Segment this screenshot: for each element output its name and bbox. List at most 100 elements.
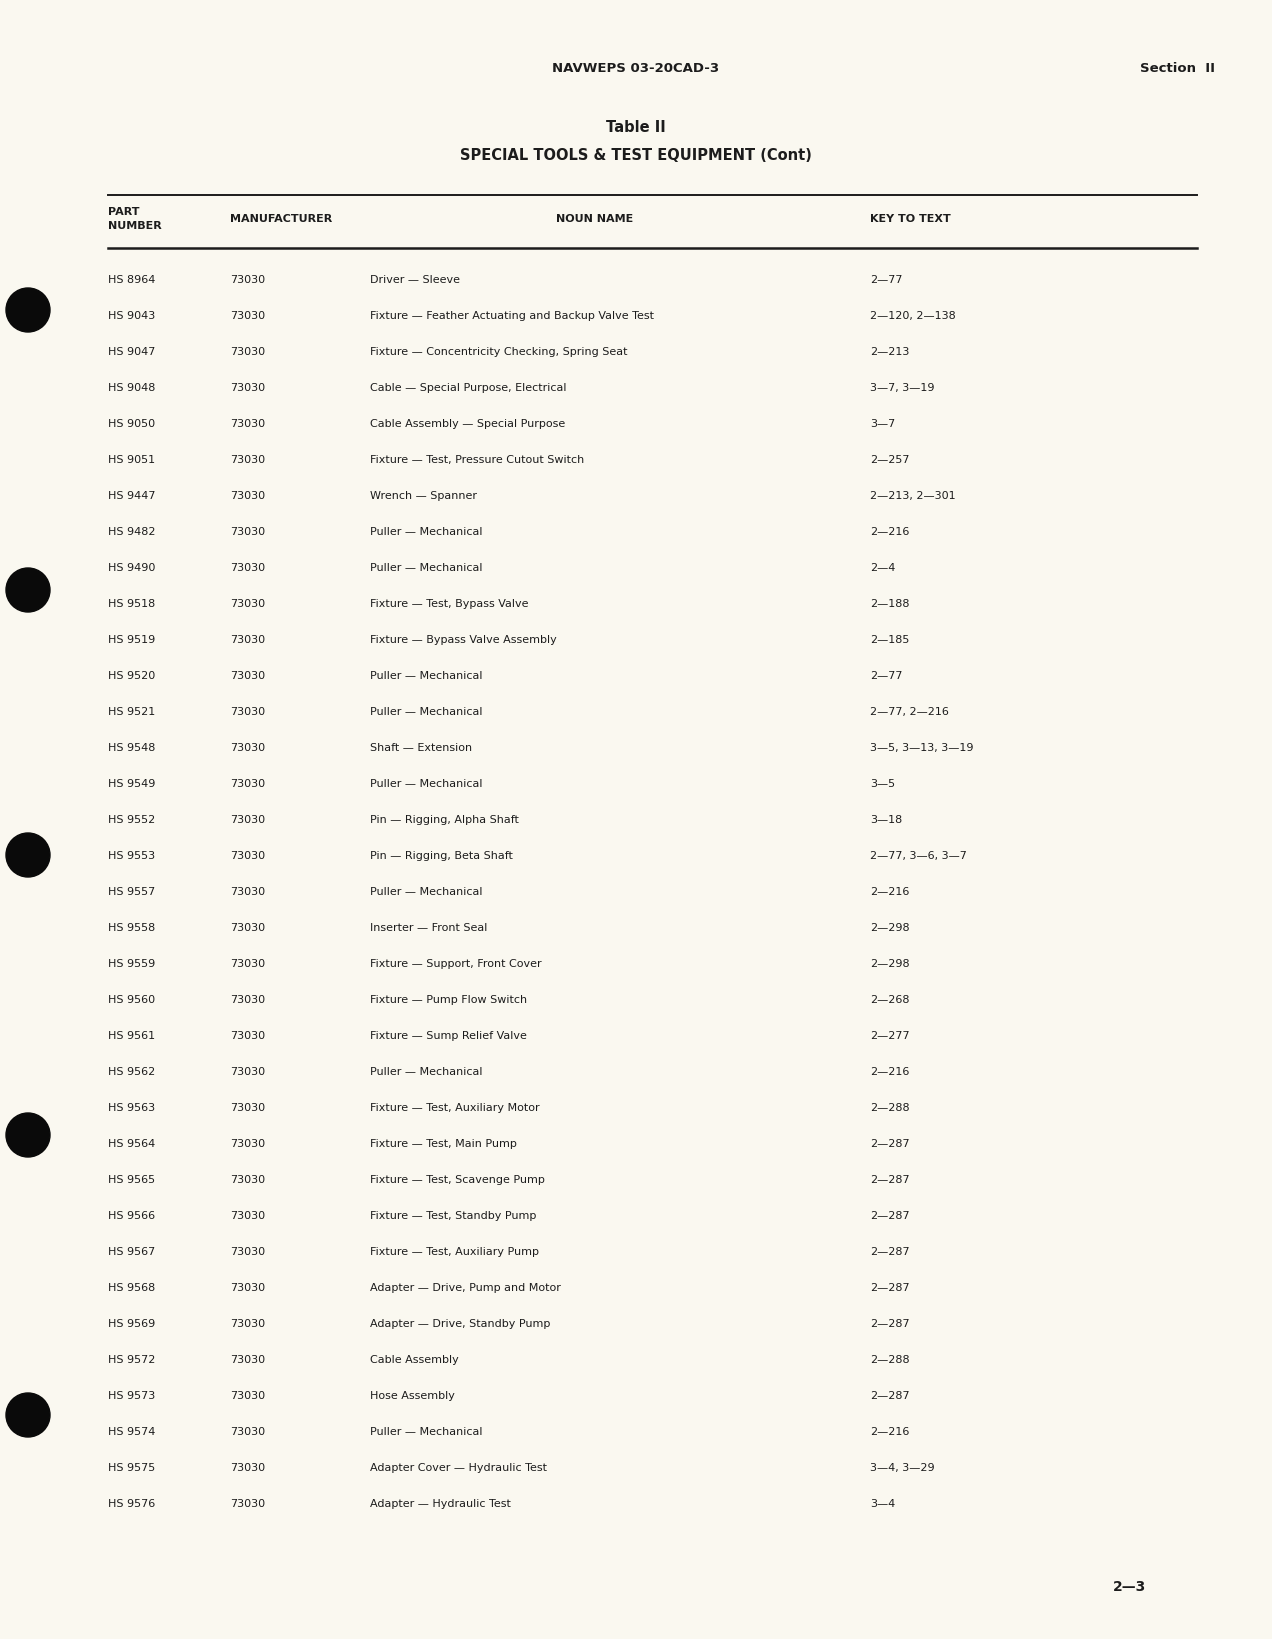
Text: Adapter — Drive, Standby Pump: Adapter — Drive, Standby Pump <box>370 1319 551 1329</box>
Text: HS 9569: HS 9569 <box>108 1319 155 1329</box>
Text: 73030: 73030 <box>230 670 265 680</box>
Text: HS 9521: HS 9521 <box>108 706 155 716</box>
Text: 73030: 73030 <box>230 528 265 538</box>
Text: 73030: 73030 <box>230 275 265 285</box>
Text: Fixture — Bypass Valve Assembly: Fixture — Bypass Valve Assembly <box>370 634 557 646</box>
Circle shape <box>6 1393 50 1437</box>
Circle shape <box>6 288 50 333</box>
Text: 73030: 73030 <box>230 456 265 465</box>
Text: Fixture — Test, Bypass Valve: Fixture — Test, Bypass Valve <box>370 598 528 610</box>
Text: HS 9574: HS 9574 <box>108 1428 155 1437</box>
Text: 73030: 73030 <box>230 995 265 1005</box>
Text: Puller — Mechanical: Puller — Mechanical <box>370 564 482 574</box>
Text: 73030: 73030 <box>230 1139 265 1149</box>
Text: HS 9563: HS 9563 <box>108 1103 155 1113</box>
Text: Pin — Rigging, Alpha Shaft: Pin — Rigging, Alpha Shaft <box>370 815 519 824</box>
Text: Fixture — Pump Flow Switch: Fixture — Pump Flow Switch <box>370 995 527 1005</box>
Text: 2—77: 2—77 <box>870 670 903 680</box>
Text: Driver — Sleeve: Driver — Sleeve <box>370 275 460 285</box>
Text: HS 9568: HS 9568 <box>108 1283 155 1293</box>
Text: HS 9573: HS 9573 <box>108 1392 155 1401</box>
Text: HS 9519: HS 9519 <box>108 634 155 646</box>
Text: Adapter — Drive, Pump and Motor: Adapter — Drive, Pump and Motor <box>370 1283 561 1293</box>
Text: 73030: 73030 <box>230 1500 265 1510</box>
Text: 73030: 73030 <box>230 311 265 321</box>
Text: Inserter — Front Seal: Inserter — Front Seal <box>370 923 487 933</box>
Text: 2—277: 2—277 <box>870 1031 909 1041</box>
Text: HS 9565: HS 9565 <box>108 1175 155 1185</box>
Text: Fixture — Test, Pressure Cutout Switch: Fixture — Test, Pressure Cutout Switch <box>370 456 584 465</box>
Text: HS 9043: HS 9043 <box>108 311 155 321</box>
Text: 73030: 73030 <box>230 564 265 574</box>
Text: 2—287: 2—287 <box>870 1175 909 1185</box>
Text: 3—5: 3—5 <box>870 779 895 788</box>
Text: 73030: 73030 <box>230 959 265 969</box>
Text: 2—213, 2—301: 2—213, 2—301 <box>870 492 955 502</box>
Text: Cable Assembly: Cable Assembly <box>370 1355 459 1365</box>
Text: PART: PART <box>108 207 140 216</box>
Text: 2—77, 2—216: 2—77, 2—216 <box>870 706 949 716</box>
Text: 73030: 73030 <box>230 384 265 393</box>
Text: HS 9557: HS 9557 <box>108 887 155 897</box>
Circle shape <box>6 833 50 877</box>
Text: Hose Assembly: Hose Assembly <box>370 1392 455 1401</box>
Text: HS 9047: HS 9047 <box>108 347 155 357</box>
Text: 2—257: 2—257 <box>870 456 909 465</box>
Text: 73030: 73030 <box>230 1392 265 1401</box>
Text: 73030: 73030 <box>230 1211 265 1221</box>
Text: HS 9560: HS 9560 <box>108 995 155 1005</box>
Text: SPECIAL TOOLS & TEST EQUIPMENT (Cont): SPECIAL TOOLS & TEST EQUIPMENT (Cont) <box>460 148 812 162</box>
Text: Fixture — Support, Front Cover: Fixture — Support, Front Cover <box>370 959 542 969</box>
Text: 3—7, 3—19: 3—7, 3—19 <box>870 384 935 393</box>
Text: 73030: 73030 <box>230 1319 265 1329</box>
Text: Shaft — Extension: Shaft — Extension <box>370 742 472 752</box>
Text: HS 9558: HS 9558 <box>108 923 155 933</box>
Text: HS 9564: HS 9564 <box>108 1139 155 1149</box>
Text: Fixture — Test, Scavenge Pump: Fixture — Test, Scavenge Pump <box>370 1175 544 1185</box>
Text: 73030: 73030 <box>230 1283 265 1293</box>
Text: 2—287: 2—287 <box>870 1211 909 1221</box>
Text: Fixture — Feather Actuating and Backup Valve Test: Fixture — Feather Actuating and Backup V… <box>370 311 654 321</box>
Text: 2—185: 2—185 <box>870 634 909 646</box>
Circle shape <box>6 569 50 611</box>
Text: Fixture — Test, Main Pump: Fixture — Test, Main Pump <box>370 1139 516 1149</box>
Text: 73030: 73030 <box>230 851 265 860</box>
Text: HS 9562: HS 9562 <box>108 1067 155 1077</box>
Text: 2—216: 2—216 <box>870 1067 909 1077</box>
Text: 2—188: 2—188 <box>870 598 909 610</box>
Text: Adapter Cover — Hydraulic Test: Adapter Cover — Hydraulic Test <box>370 1464 547 1473</box>
Text: 73030: 73030 <box>230 923 265 933</box>
Text: 73030: 73030 <box>230 1464 265 1473</box>
Text: 73030: 73030 <box>230 1031 265 1041</box>
Text: 73030: 73030 <box>230 1103 265 1113</box>
Text: 2—287: 2—287 <box>870 1139 909 1149</box>
Text: HS 9520: HS 9520 <box>108 670 155 680</box>
Text: Fixture — Concentricity Checking, Spring Seat: Fixture — Concentricity Checking, Spring… <box>370 347 627 357</box>
Text: Fixture — Sump Relief Valve: Fixture — Sump Relief Valve <box>370 1031 527 1041</box>
Text: Cable Assembly — Special Purpose: Cable Assembly — Special Purpose <box>370 420 565 429</box>
Text: HS 9051: HS 9051 <box>108 456 155 465</box>
Text: 73030: 73030 <box>230 887 265 897</box>
Text: Fixture — Test, Standby Pump: Fixture — Test, Standby Pump <box>370 1211 537 1221</box>
Text: 73030: 73030 <box>230 1067 265 1077</box>
Text: Puller — Mechanical: Puller — Mechanical <box>370 706 482 716</box>
Text: HS 9050: HS 9050 <box>108 420 155 429</box>
Text: 73030: 73030 <box>230 1175 265 1185</box>
Text: 2—288: 2—288 <box>870 1103 909 1113</box>
Text: HS 9482: HS 9482 <box>108 528 155 538</box>
Text: 2—216: 2—216 <box>870 887 909 897</box>
Text: 3—7: 3—7 <box>870 420 895 429</box>
Text: 2—4: 2—4 <box>870 564 895 574</box>
Text: 2—216: 2—216 <box>870 1428 909 1437</box>
Text: Puller — Mechanical: Puller — Mechanical <box>370 528 482 538</box>
Text: Puller — Mechanical: Puller — Mechanical <box>370 779 482 788</box>
Text: 73030: 73030 <box>230 420 265 429</box>
Text: 2—3: 2—3 <box>1113 1580 1146 1595</box>
Text: 2—298: 2—298 <box>870 923 909 933</box>
Text: HS 9559: HS 9559 <box>108 959 155 969</box>
Text: 2—120, 2—138: 2—120, 2—138 <box>870 311 955 321</box>
Text: 73030: 73030 <box>230 492 265 502</box>
Text: 3—5, 3—13, 3—19: 3—5, 3—13, 3—19 <box>870 742 973 752</box>
Text: 73030: 73030 <box>230 1428 265 1437</box>
Text: Puller — Mechanical: Puller — Mechanical <box>370 887 482 897</box>
